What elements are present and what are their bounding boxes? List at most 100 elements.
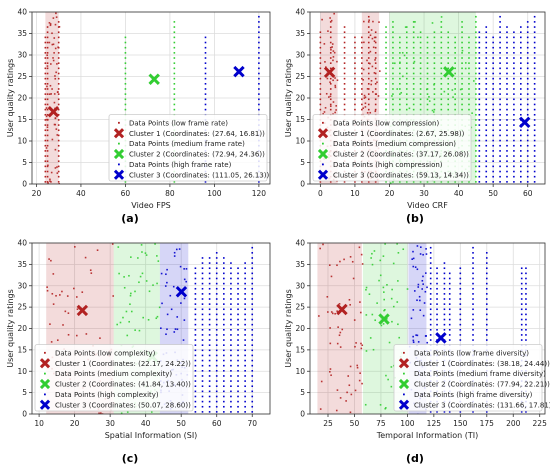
data-point xyxy=(124,108,127,111)
data-point xyxy=(399,108,401,111)
data-point xyxy=(412,341,415,344)
data-point xyxy=(329,17,331,19)
data-point xyxy=(343,52,346,54)
data-point xyxy=(53,93,56,95)
data-point xyxy=(433,108,436,111)
data-point xyxy=(215,252,218,254)
data-point xyxy=(429,323,432,326)
data-point xyxy=(374,72,377,75)
data-point xyxy=(194,298,197,300)
data-point xyxy=(454,98,456,101)
data-point xyxy=(454,67,456,70)
data-point xyxy=(499,88,501,90)
data-point xyxy=(258,21,260,23)
y-tick-label: 25 xyxy=(17,303,27,312)
data-point xyxy=(475,119,477,121)
data-point xyxy=(447,98,450,101)
data-point xyxy=(166,268,168,271)
data-point xyxy=(244,313,246,316)
data-point xyxy=(385,103,387,106)
data-point xyxy=(492,88,494,90)
x-tick-label: 60 xyxy=(212,419,222,428)
data-point xyxy=(215,380,218,382)
data-point xyxy=(251,390,254,393)
data-point xyxy=(485,160,488,163)
data-point xyxy=(485,83,488,85)
data-point xyxy=(492,46,494,49)
data-point xyxy=(440,16,443,18)
data-point xyxy=(173,46,176,49)
data-point xyxy=(44,93,47,95)
data-point xyxy=(223,308,225,311)
data-point xyxy=(472,298,474,300)
data-point xyxy=(413,60,416,63)
data-point xyxy=(492,41,494,44)
legend-cross-icon xyxy=(398,358,410,369)
data-point xyxy=(385,181,387,183)
legend-point-icon xyxy=(118,121,120,124)
data-point xyxy=(364,96,367,99)
data-point xyxy=(478,57,481,59)
data-point xyxy=(367,36,370,39)
data-point xyxy=(533,103,536,106)
data-point xyxy=(56,134,59,136)
data-point xyxy=(533,52,536,54)
legend-item: Data Points (low complexity) xyxy=(44,349,156,357)
data-point xyxy=(370,257,372,259)
data-point xyxy=(244,354,246,357)
data-point xyxy=(385,41,387,44)
data-point xyxy=(215,390,218,393)
series-band xyxy=(317,243,362,414)
data-point xyxy=(201,318,204,321)
legend-point-icon xyxy=(44,372,46,375)
data-point xyxy=(533,155,536,157)
data-point xyxy=(436,323,438,326)
data-point xyxy=(429,246,432,249)
data-point xyxy=(419,36,422,39)
data-point xyxy=(251,282,254,285)
legend-item: Cluster 2 (Coordinates: (72.94, 24.36)) xyxy=(113,148,265,160)
data-point xyxy=(478,160,481,163)
data-point xyxy=(46,88,49,90)
data-point xyxy=(399,103,401,106)
x-tick-label: 10 xyxy=(350,189,360,198)
data-point xyxy=(46,85,48,88)
data-point xyxy=(478,31,481,34)
data-point xyxy=(526,88,529,90)
data-point xyxy=(173,251,176,254)
data-point xyxy=(363,41,365,44)
data-point xyxy=(230,308,232,311)
data-point xyxy=(533,26,536,28)
legend-label: Data Points (high complexity) xyxy=(55,391,159,399)
series-band xyxy=(45,12,59,184)
data-point xyxy=(359,372,361,374)
data-point xyxy=(471,112,473,114)
data-point xyxy=(223,405,225,408)
data-point xyxy=(354,389,357,392)
y-tick-label: 10 xyxy=(295,367,305,376)
data-point xyxy=(468,46,470,49)
data-point xyxy=(513,170,515,173)
data-point xyxy=(46,175,49,178)
data-point xyxy=(208,390,211,393)
data-point xyxy=(258,83,260,85)
data-point xyxy=(448,277,451,280)
data-point xyxy=(251,328,254,331)
data-point xyxy=(237,390,239,393)
data-point xyxy=(363,20,365,23)
data-point xyxy=(244,328,246,331)
data-point xyxy=(405,77,408,80)
data-point xyxy=(520,77,522,80)
y-tick-label: 40 xyxy=(17,239,27,248)
data-point xyxy=(374,110,377,113)
legend-cross-icon xyxy=(39,378,51,390)
data-point xyxy=(55,16,58,18)
x-tick-label: 0 xyxy=(318,189,323,198)
data-point xyxy=(399,93,401,95)
data-point xyxy=(334,111,336,114)
data-point xyxy=(385,26,387,28)
data-point xyxy=(368,19,370,21)
data-point xyxy=(506,26,508,28)
data-point xyxy=(360,253,363,256)
